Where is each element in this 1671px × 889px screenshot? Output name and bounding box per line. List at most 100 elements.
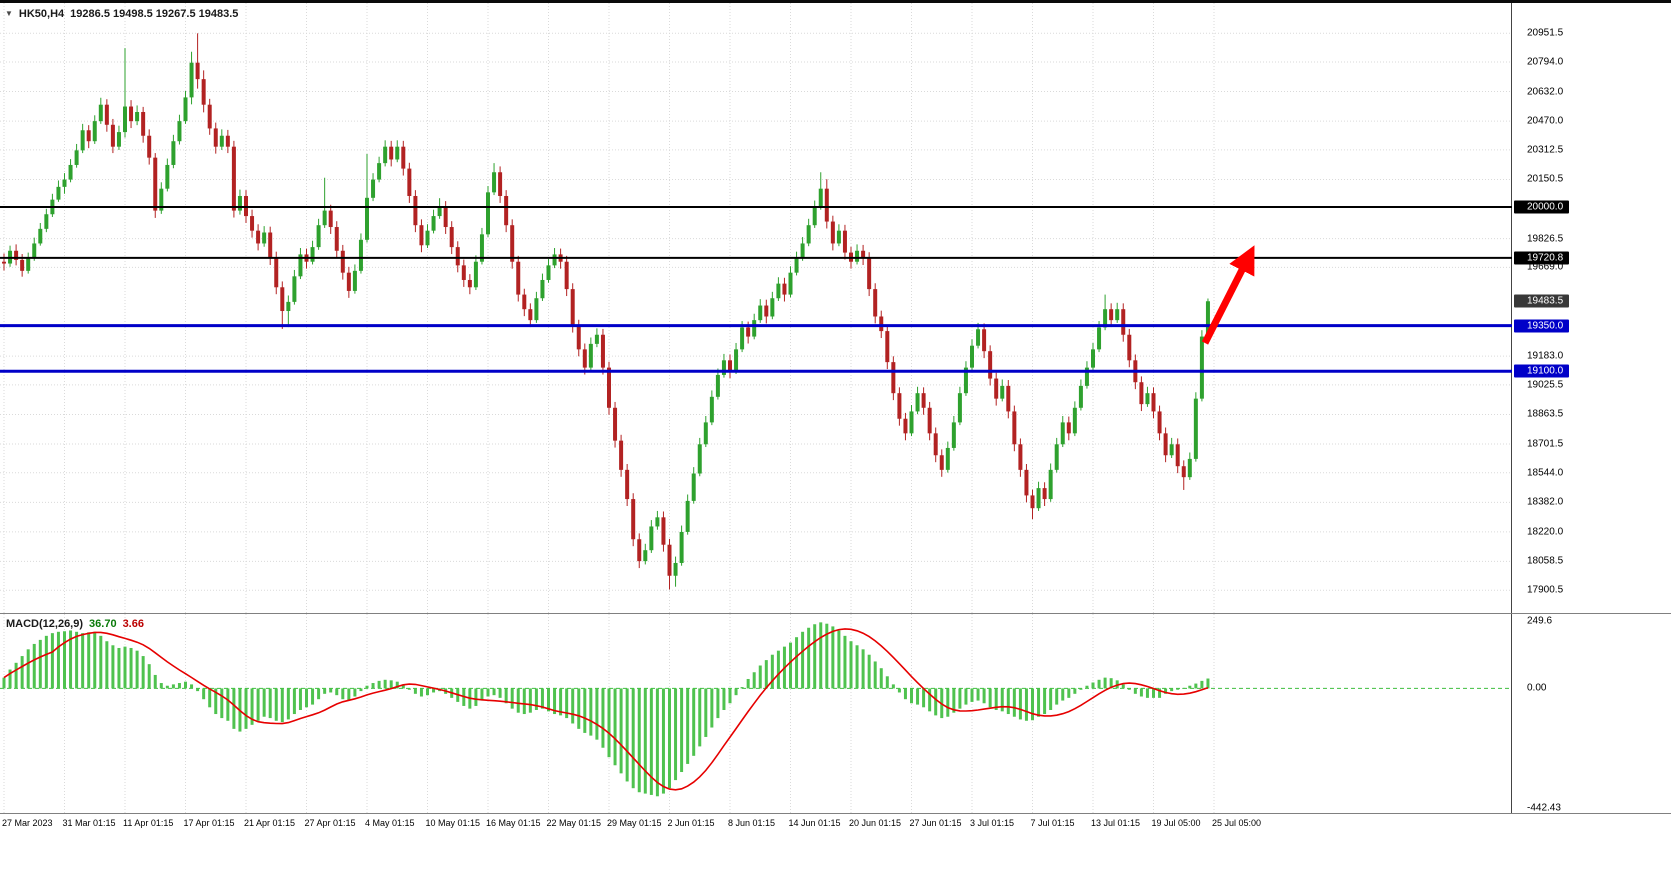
macd-histogram-bar: [1158, 688, 1162, 698]
macd-histogram-bar: [426, 688, 429, 696]
candle-body: [1199, 336, 1204, 399]
candlestick-canvas[interactable]: [0, 3, 1512, 613]
candle-body: [1169, 444, 1174, 456]
macd-histogram-bar: [861, 649, 865, 689]
price-chart-area[interactable]: ▼ HK50,H4 19286.5 19498.5 19267.5 19483.…: [0, 3, 1512, 613]
macd-histogram-bar: [553, 688, 557, 715]
time-axis-label: 3 Jul 01:15: [970, 818, 1015, 828]
price-axis-label: 20470.0: [1527, 115, 1564, 127]
candle-body: [486, 192, 490, 235]
candle-body: [830, 221, 835, 244]
macd-histogram-bar: [1024, 688, 1028, 721]
macd-histogram-bar: [934, 688, 938, 716]
macd-histogram-bar: [111, 645, 115, 689]
candle-body: [594, 334, 599, 344]
candle-body: [201, 79, 206, 105]
candle-body: [897, 393, 902, 419]
trend-arrow[interactable]: [1201, 245, 1255, 345]
macd-histogram-bar: [528, 688, 532, 713]
macd-histogram-bar: [196, 688, 200, 692]
macd-histogram-bar: [401, 684, 405, 689]
macd-histogram-bar: [1049, 688, 1053, 710]
macd-histogram-bar: [323, 688, 327, 694]
panel-separator[interactable]: [0, 613, 1671, 614]
time-axis-label: 21 Apr 01:15: [244, 818, 296, 828]
macd-histogram-bar: [280, 688, 284, 723]
macd-histogram-bar: [129, 647, 133, 689]
candle-body: [256, 230, 261, 244]
macd-axis[interactable]: 249.6 0.00 -442.43: [1513, 614, 1671, 814]
macd-histogram-bar: [577, 688, 581, 729]
candle-body: [1157, 411, 1162, 434]
price-tag: 19720.8: [1514, 251, 1570, 265]
macd-histogram-bar: [510, 688, 514, 709]
macd-histogram-bar: [298, 688, 302, 710]
candle-body: [129, 106, 134, 122]
macd-histogram-bar: [305, 688, 308, 708]
macd-histogram-bar: [1061, 688, 1065, 701]
macd-histogram-bar: [885, 676, 889, 689]
candle-body: [909, 411, 914, 434]
candle-body: [1139, 382, 1144, 405]
macd-histogram-bar: [105, 641, 109, 689]
macd-histogram-bar: [63, 631, 66, 689]
candle-body: [806, 225, 811, 244]
candle-body: [498, 172, 503, 196]
macd-axis-label: -442.43: [1527, 802, 1561, 814]
time-axis[interactable]: 27 Mar 2023 31 Mar 01:15 11 Apr 01:15 17 Ap…: [0, 814, 1671, 838]
candle-body: [262, 232, 267, 244]
macd-histogram-bar: [692, 688, 696, 756]
macd-histogram-bar: [649, 688, 653, 795]
macd-canvas[interactable]: [0, 614, 1512, 813]
macd-histogram-bar: [20, 656, 24, 689]
macd-panel[interactable]: MACD(12,26,9) 36.70 3.66: [0, 614, 1512, 813]
macd-histogram-bar: [916, 688, 920, 705]
candle-body: [1000, 385, 1005, 399]
candle-body: [123, 106, 127, 133]
macd-histogram-bar: [1164, 688, 1168, 694]
macd-histogram-bar: [910, 688, 913, 704]
macd-histogram-bar: [795, 637, 799, 689]
signal-value: 3.66: [122, 618, 144, 630]
candle-body: [14, 250, 19, 260]
macd-histogram-bar: [75, 631, 79, 689]
macd-histogram-bar: [674, 688, 678, 781]
ohlc-quote-label: 19286.5 19498.5 19267.5 19483.5: [70, 8, 239, 20]
price-axis-label: 18701.5: [1527, 438, 1564, 450]
candle-body: [976, 329, 981, 346]
macd-histogram-bar: [50, 633, 54, 689]
candle-body: [637, 539, 642, 562]
candle-body: [625, 469, 630, 500]
macd-histogram-bar: [1152, 688, 1155, 698]
macd-histogram-bar: [353, 688, 357, 697]
candle-body: [1097, 327, 1102, 350]
candle-body: [540, 279, 545, 299]
macd-histogram-bar: [220, 688, 224, 719]
macd-histogram-bar: [988, 688, 992, 708]
macd-histogram-bar: [1139, 688, 1143, 697]
candle-body: [728, 360, 732, 372]
macd-histogram-bar: [698, 688, 702, 747]
candle-body: [776, 283, 781, 299]
macd-histogram-bar: [958, 688, 962, 709]
time-axis-label: 19 Jul 05:00: [1151, 818, 1201, 828]
macd-histogram-bar: [789, 642, 792, 689]
candle-body: [510, 225, 515, 262]
candle-body: [715, 374, 720, 397]
time-axis-label: 22 May 01:15: [546, 818, 602, 828]
macd-histogram-bar: [994, 688, 998, 710]
macd-histogram-bar: [1097, 679, 1101, 689]
time-axis-label: 27 Mar 2023: [2, 818, 53, 828]
macd-histogram-bar: [631, 688, 635, 789]
price-axis[interactable]: 20951.5 20794.0 20632.0 20470.0 20312.5 20150…: [1513, 3, 1671, 613]
candle-body: [110, 124, 115, 147]
candle-body: [607, 367, 611, 408]
macd-histogram-bar: [486, 688, 490, 697]
candle-body: [165, 164, 170, 189]
macd-histogram-bar: [244, 688, 248, 729]
macd-histogram-bar: [171, 684, 175, 689]
price-axis-label: 19669.0: [1527, 261, 1564, 273]
candle-body: [479, 234, 484, 262]
price-axis-label: 17900.5: [1527, 584, 1564, 596]
candle-body: [861, 250, 866, 259]
